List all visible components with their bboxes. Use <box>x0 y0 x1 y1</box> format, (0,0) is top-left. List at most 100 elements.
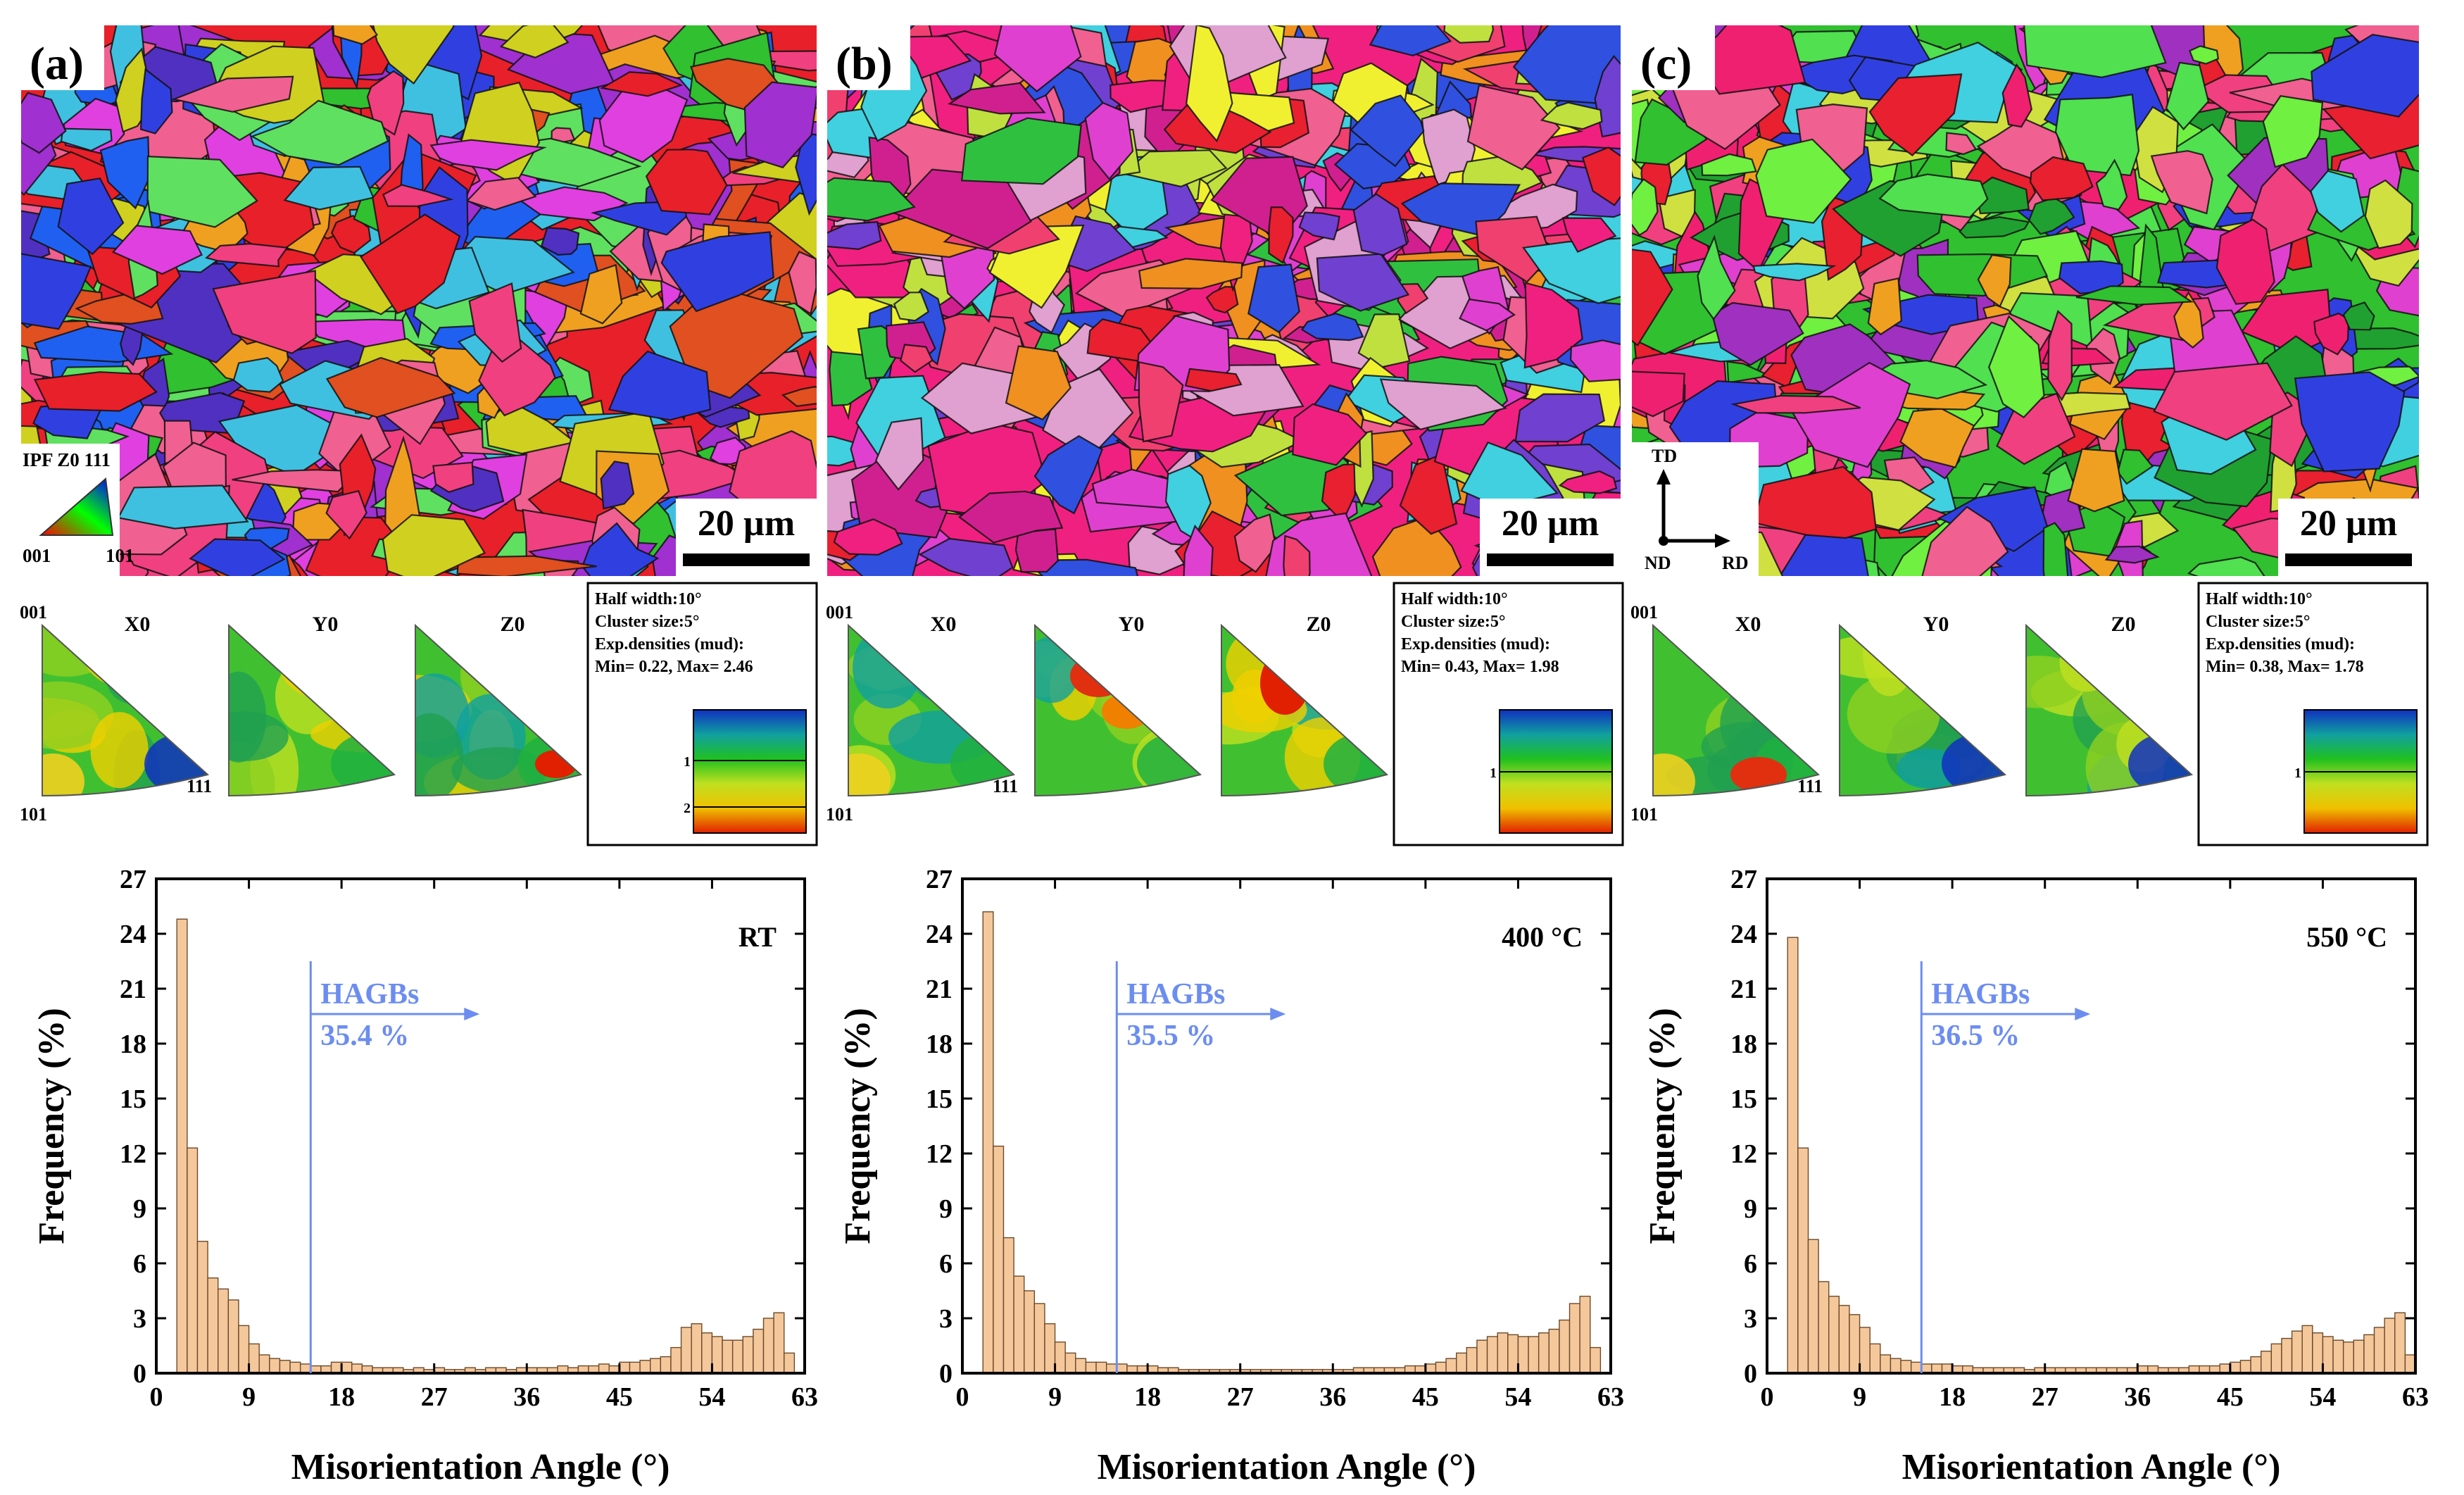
histogram-bar <box>1787 937 1799 1374</box>
histogram-bar <box>2342 1341 2354 1374</box>
histogram-bar <box>1548 1328 1560 1374</box>
histogram-bar <box>2301 1325 2313 1374</box>
y-axis-label: Frequency (%) <box>838 1008 878 1244</box>
condition-label: 550 °C <box>2306 921 2387 953</box>
histogram-bar <box>1569 1303 1580 1374</box>
y-tick-label: 0 <box>133 1359 146 1389</box>
histogram-bar <box>731 1339 743 1374</box>
histogram-bar <box>2281 1337 2293 1374</box>
pole-corner-001: 001 <box>20 602 47 623</box>
histogram-bar <box>1579 1296 1591 1374</box>
histogram-bar <box>207 1277 219 1374</box>
histogram-bar <box>176 918 188 1374</box>
histogram-bar <box>1054 1341 1066 1374</box>
axis-td: TD <box>1652 446 1677 466</box>
histogram-bar <box>1517 1336 1529 1374</box>
ipf-key-001: 001 <box>23 545 51 566</box>
histogram-bar <box>248 1343 260 1374</box>
pole-figure-z0 <box>2025 623 2194 797</box>
pole-figure-z0 <box>1221 623 1389 797</box>
histogram-bar <box>2312 1332 2324 1374</box>
x-tick-label: 18 <box>1134 1382 1161 1412</box>
histogram-bar <box>2291 1330 2303 1374</box>
x-tick-label: 63 <box>1597 1382 1624 1412</box>
pole-figure-y0 <box>228 623 396 797</box>
scale-bar-label: 20 µm <box>698 503 795 544</box>
pole-corner-111: 111 <box>1797 776 1823 796</box>
x-axis-label: Misorientation Angle (°) <box>291 1447 670 1487</box>
x-tick-label: 9 <box>242 1382 256 1412</box>
pole-corner-001: 001 <box>1630 602 1658 623</box>
inverse-pole-figures: X0 Y0 Z0 001 101 111 <box>20 602 583 825</box>
histogram-bar <box>1900 1360 1912 1374</box>
x-tick-label: 27 <box>2032 1382 2058 1412</box>
cluster-size-text: Cluster size:5° <box>2206 613 2310 631</box>
ipf-map: (c) 20 µm TD ND RD <box>1632 25 2419 576</box>
histogram-bar <box>2394 1312 2406 1374</box>
histogram-bar <box>1064 1352 1076 1374</box>
x-tick-label: 18 <box>328 1382 355 1412</box>
pole-corner-111: 111 <box>187 776 212 796</box>
plot-frame <box>155 877 806 1375</box>
histogram-bar <box>1528 1336 1540 1374</box>
histogram-bar <box>2239 1360 2251 1374</box>
histogram-bar <box>1807 1239 1819 1374</box>
hagb-label: HAGBs <box>1931 978 2030 1011</box>
histogram-bar <box>2230 1361 2242 1374</box>
histogram-bar <box>2322 1336 2334 1374</box>
y-tick-label: 6 <box>939 1249 953 1279</box>
x-tick-label: 18 <box>1939 1382 1966 1412</box>
histogram-bar <box>619 1361 631 1374</box>
pole-corner-111: 111 <box>993 776 1018 796</box>
histogram-bar <box>753 1328 765 1374</box>
histogram-bar <box>2353 1339 2365 1374</box>
y-tick-label: 0 <box>1744 1359 1757 1389</box>
histogram-bar <box>1456 1352 1468 1374</box>
pole-figure-label-x0: X0 <box>1735 613 1761 636</box>
histogram-bar <box>650 1358 662 1374</box>
histogram-bar <box>269 1358 281 1374</box>
y-tick-label: 24 <box>1730 920 1757 949</box>
pole-figure-label-y0: Y0 <box>313 613 339 636</box>
histogram-bar <box>258 1354 270 1374</box>
histogram-bar <box>1476 1339 1488 1374</box>
density-color-scale <box>693 709 807 834</box>
histogram-bar <box>1033 1303 1045 1374</box>
min-max-text: Min= 0.22, Max= 2.46 <box>595 658 753 676</box>
histogram-bar <box>1828 1296 1840 1374</box>
histogram-bar <box>2373 1327 2385 1374</box>
density-legend-box: Half width:10° Cluster size:5° Exp.densiti… <box>1393 582 1624 846</box>
x-tick-label: 36 <box>513 1382 540 1412</box>
x-tick-label: 54 <box>1504 1382 1531 1412</box>
scale-bar-label: 20 µm <box>1502 503 1599 544</box>
plot-frame <box>1766 877 2417 1375</box>
histogram-bar <box>1002 1237 1014 1374</box>
pole-figure-label-x0: X0 <box>125 613 151 636</box>
hagb-percent: 36.5 % <box>1931 1020 2020 1052</box>
histogram-bar <box>1880 1354 1892 1374</box>
scale-bar <box>1487 553 1614 566</box>
histogram-bar <box>227 1299 239 1374</box>
histogram-bar <box>742 1336 754 1374</box>
density-mark-1: 1 <box>684 754 691 770</box>
histogram-bar <box>1024 1290 1036 1374</box>
histogram-bar <box>629 1361 641 1374</box>
y-axis-label: Frequency (%) <box>32 1008 72 1244</box>
axis-nd: ND <box>1645 553 1671 573</box>
sample-axes-triad: TD ND RD <box>1632 442 1759 576</box>
histogram-bar <box>1044 1323 1056 1374</box>
plot-frame <box>961 877 1612 1375</box>
y-tick-label: 18 <box>926 1030 953 1059</box>
histogram-bar <box>1838 1305 1850 1374</box>
x-tick-label: 54 <box>2309 1382 2336 1412</box>
ipf-key-title: IPF Z0 111 <box>23 449 111 470</box>
x-tick-label: 27 <box>421 1382 448 1412</box>
y-tick-label: 15 <box>926 1084 953 1114</box>
y-tick-label: 12 <box>1730 1139 1757 1169</box>
axis-rd: RD <box>1722 553 1749 573</box>
half-width-text: Half width:10° <box>2206 590 2313 608</box>
pole-corner-101: 101 <box>826 804 853 825</box>
